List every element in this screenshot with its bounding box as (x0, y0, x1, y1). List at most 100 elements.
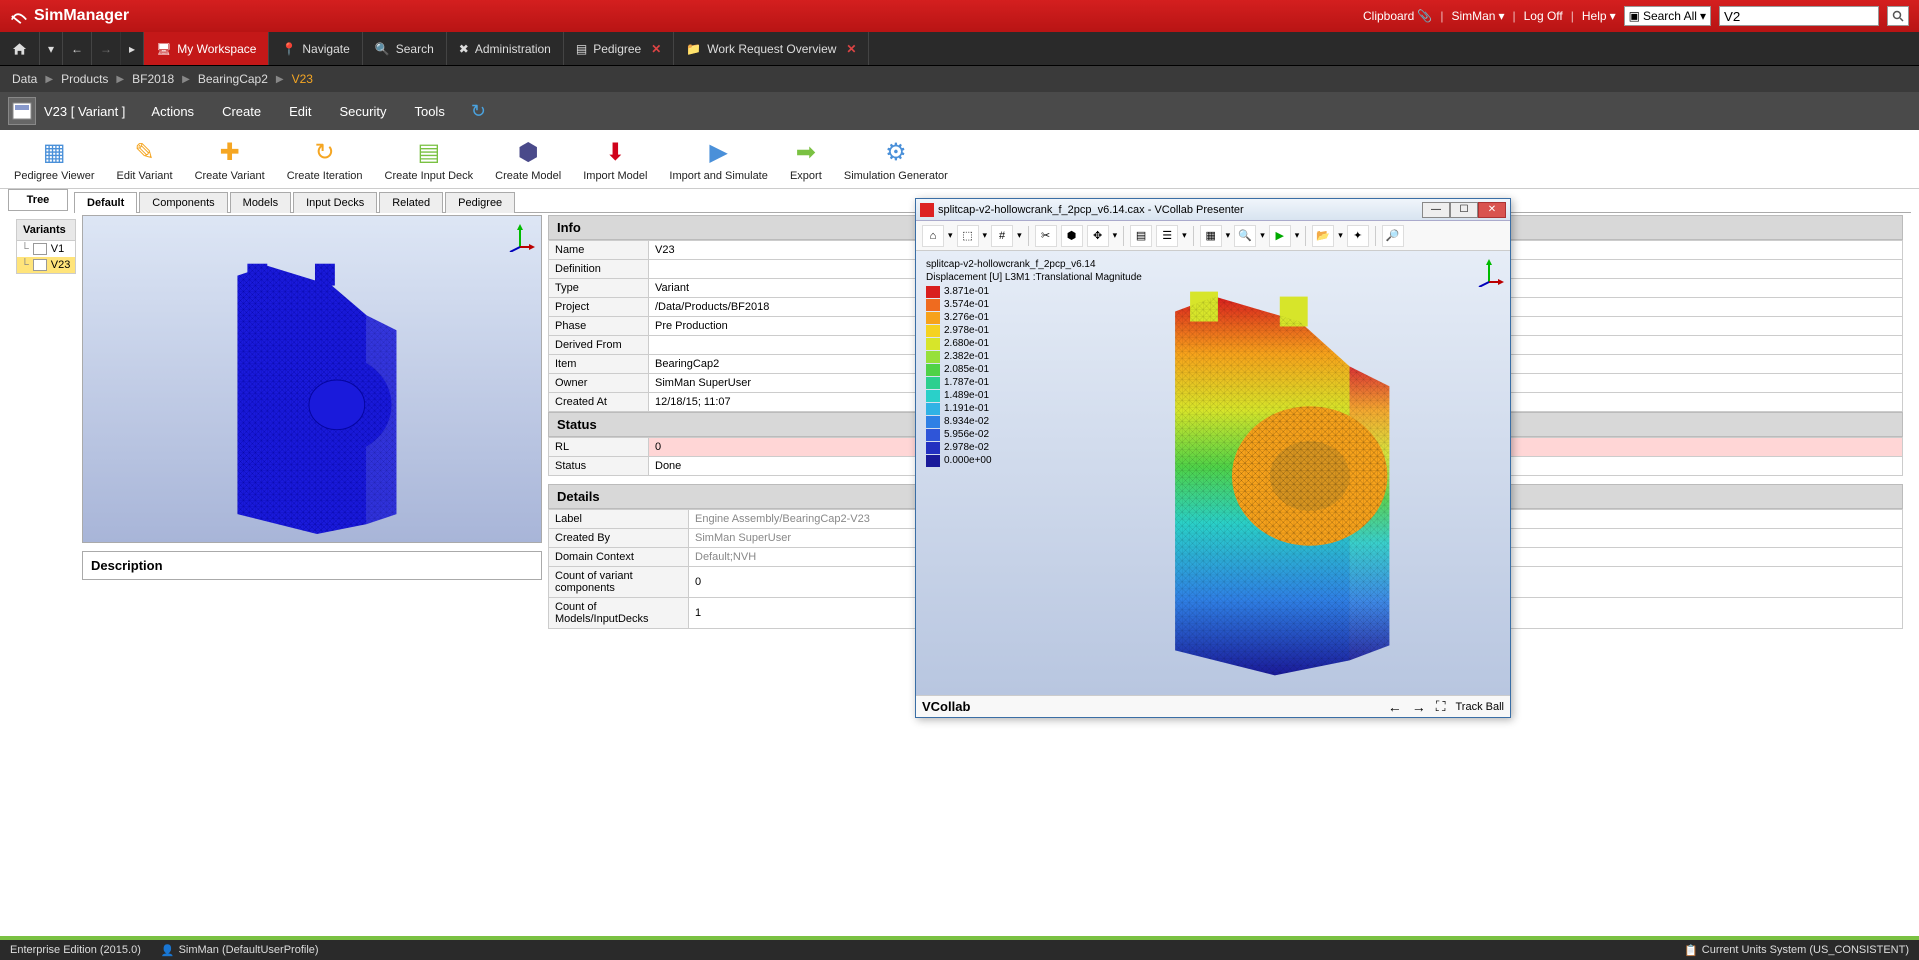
vc-zoom-icon[interactable]: 🔍 (1234, 225, 1256, 247)
search-scope-select[interactable]: ▣ Search All ▾ (1624, 6, 1711, 26)
tab-tree[interactable]: Tree (8, 189, 68, 211)
app-logo: SimManager (10, 7, 129, 25)
field-key: Created At (549, 393, 649, 412)
close-icon[interactable]: ✕ (846, 42, 856, 56)
close-button[interactable]: ✕ (1478, 202, 1506, 218)
logoff-link[interactable]: Log Off (1524, 9, 1563, 23)
bc-item[interactable]: Data (12, 72, 37, 86)
menu-security[interactable]: Security (326, 94, 401, 129)
bc-item[interactable]: BF2018 (132, 72, 174, 86)
field-key: Item (549, 355, 649, 374)
nav-back[interactable]: ← (63, 32, 92, 65)
action-bar: V23 [ Variant ] Actions Create Edit Secu… (0, 92, 1919, 130)
nav-search[interactable]: 🔍Search (363, 32, 447, 65)
vc-select-icon[interactable]: ⬚ (957, 225, 979, 247)
nav-workspace[interactable]: 🖥My Workspace (144, 32, 269, 65)
field-key: RL (549, 438, 649, 457)
field-key: Project (549, 298, 649, 317)
tree-item[interactable]: └V23 (17, 257, 75, 273)
vcollab-window[interactable]: splitcap-v2-hollowcrank_f_2pcp_v6.14.cax… (915, 198, 1511, 718)
vc-target-icon[interactable]: ✦ (1347, 225, 1369, 247)
bc-item[interactable]: Products (61, 72, 108, 86)
variants-panel: Variants └V1└V23 (16, 219, 76, 274)
ribbon-pedigree-viewer[interactable]: ▦Pedigree Viewer (10, 134, 99, 184)
field-key: Created By (549, 529, 689, 548)
user-menu[interactable]: SimMan ▾ (1451, 9, 1504, 23)
vc-layers-icon[interactable]: ▤ (1130, 225, 1152, 247)
tab-components[interactable]: Components (139, 192, 227, 213)
tab-pedigree[interactable]: Pedigree (445, 192, 515, 213)
vc-cube-icon[interactable]: ⬢ (1061, 225, 1083, 247)
nav-dropdown[interactable]: ▾ (40, 32, 63, 65)
navigate-icon: 📍 (281, 42, 296, 56)
tab-models[interactable]: Models (230, 192, 291, 213)
nav-work-request[interactable]: 📁Work Request Overview✕ (674, 32, 869, 65)
help-menu[interactable]: Help ▾ (1582, 9, 1616, 23)
vc-cut-icon[interactable]: ✂ (1035, 225, 1057, 247)
nav-row: ▾ ← → ▸ 🖥My Workspace 📍Navigate 🔍Search … (0, 32, 1919, 66)
refresh-button[interactable]: ↻ (471, 101, 486, 122)
tab-default[interactable]: Default (74, 192, 137, 213)
bc-item[interactable]: BearingCap2 (198, 72, 268, 86)
vcollab-title: splitcap-v2-hollowcrank_f_2pcp_v6.14.cax… (938, 204, 1244, 216)
vcollab-titlebar[interactable]: splitcap-v2-hollowcrank_f_2pcp_v6.14.cax… (916, 199, 1510, 221)
field-key: Label (549, 510, 689, 529)
vc-play-icon[interactable]: ▶ (1269, 225, 1291, 247)
action-bar-title: V23 [ Variant ] (44, 104, 137, 119)
search-input[interactable] (1719, 6, 1879, 26)
field-key: Definition (549, 260, 649, 279)
menu-create[interactable]: Create (208, 94, 275, 129)
nav-history[interactable]: ▸ (121, 32, 144, 65)
clipboard-link[interactable]: Clipboard 📎 (1363, 9, 1432, 23)
vcollab-brand: VCollab (922, 699, 970, 714)
nav-navigate[interactable]: 📍Navigate (269, 32, 362, 65)
model-viewer[interactable] (82, 215, 542, 543)
next-button[interactable]: → (1412, 699, 1426, 715)
field-key: Count of variant components (549, 567, 689, 598)
menu-tools[interactable]: Tools (400, 94, 458, 129)
field-key: Status (549, 457, 649, 476)
menu-actions[interactable]: Actions (137, 94, 208, 129)
tab-input-decks[interactable]: Input Decks (293, 192, 377, 213)
close-icon[interactable]: ✕ (651, 42, 661, 56)
vc-grid-icon[interactable]: # (991, 225, 1013, 247)
ribbon-import-and-simulate[interactable]: ▶Import and Simulate (665, 134, 771, 184)
nav-admin[interactable]: ✖Administration (447, 32, 564, 65)
vc-open-icon[interactable]: 📂 (1312, 225, 1334, 247)
breadcrumb: Data▶ Products▶ BF2018▶ BearingCap2▶ V23 (0, 66, 1919, 92)
maximize-button[interactable]: ☐ (1450, 202, 1478, 218)
workspace-icon: 🖥 (156, 42, 171, 56)
vc-home-icon[interactable]: ⌂ (922, 225, 944, 247)
menu-edit[interactable]: Edit (275, 94, 325, 129)
nav-pedigree[interactable]: ▤Pedigree✕ (564, 32, 674, 65)
field-key: Count of Models/InputDecks (549, 598, 689, 629)
ribbon-create-iteration[interactable]: ↻Create Iteration (283, 134, 367, 184)
vc-palette-icon[interactable]: ▦ (1200, 225, 1222, 247)
vc-list-icon[interactable]: ☰ (1156, 225, 1178, 247)
folder-icon: 📁 (686, 42, 701, 56)
tab-related[interactable]: Related (379, 192, 443, 213)
nav-home[interactable] (0, 32, 40, 65)
variant-icon (8, 97, 36, 125)
chevron-down-icon: ▾ (1610, 9, 1616, 23)
tree-item[interactable]: └V1 (17, 241, 75, 257)
minimize-button[interactable]: — (1422, 202, 1450, 218)
ribbon-create-model[interactable]: ⬢Create Model (491, 134, 565, 184)
prev-button[interactable]: ← (1388, 699, 1402, 715)
ribbon-export[interactable]: ➡Export (786, 134, 826, 184)
admin-icon: ✖ (459, 42, 469, 56)
vc-fit-icon[interactable]: 🔎 (1382, 225, 1404, 247)
vcollab-canvas[interactable]: splitcap-v2-hollowcrank_f_2pcp_v6.14 Dis… (916, 251, 1510, 695)
ribbon-create-input-deck[interactable]: ▤Create Input Deck (381, 134, 478, 184)
status-user: 👤 SimMan (DefaultUserProfile) (161, 944, 319, 957)
field-key: Type (549, 279, 649, 298)
vc-move-icon[interactable]: ✥ (1087, 225, 1109, 247)
ribbon-import-model[interactable]: ⬇Import Model (579, 134, 651, 184)
fullscreen-button[interactable]: ⛶ (1436, 698, 1446, 715)
ribbon-simulation-generator[interactable]: ⚙Simulation Generator (840, 134, 952, 184)
ribbon-edit-variant[interactable]: ✎Edit Variant (113, 134, 177, 184)
axis-triad-icon (505, 222, 535, 252)
ribbon-create-variant[interactable]: ✚Create Variant (191, 134, 269, 184)
nav-forward[interactable]: → (92, 32, 121, 65)
search-button[interactable] (1887, 6, 1909, 26)
